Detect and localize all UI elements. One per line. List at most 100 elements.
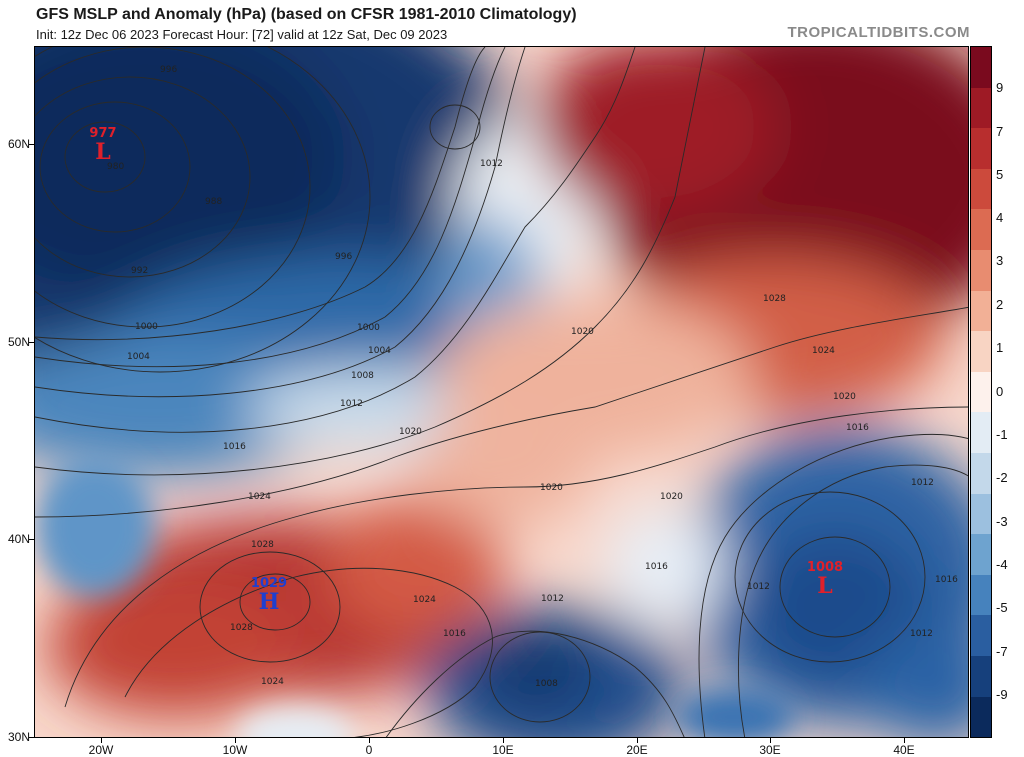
pressure-systems: 977 L 1029 H 1008 L (89, 126, 843, 615)
colorbar-label: 9 (996, 80, 1004, 95)
isobar-label: 1008 (351, 371, 374, 381)
colorbar-segment (971, 412, 991, 453)
colorbar-segment (971, 47, 991, 88)
isobar-label: 1024 (248, 492, 271, 502)
isobar-label: 988 (205, 197, 222, 207)
isobar-label: 1016 (443, 629, 466, 639)
low-pressure-value: 1008 (807, 560, 843, 575)
colorbar-label: 7 (996, 124, 1004, 139)
map-canvas: 996 980 988 992 996 1000 1000 1004 1004 … (35, 47, 968, 737)
low-pressure-marker: L (817, 573, 832, 599)
colorbar-segment (971, 371, 991, 413)
colorbar-segment (971, 534, 991, 575)
colorbar-label: -1 (996, 427, 1008, 442)
axis-tick (637, 738, 638, 743)
anomaly-field (35, 47, 968, 737)
high-pressure-marker: H (259, 589, 280, 615)
isobar-label: 996 (160, 65, 177, 75)
isobar-label: 1020 (571, 327, 594, 337)
isobar-label: 992 (131, 266, 148, 276)
axis-tick (101, 738, 102, 743)
lon-label-30e: 30E (759, 743, 781, 757)
axis-tick (29, 342, 34, 343)
isobar-label: 1012 (340, 399, 363, 409)
colorbar-segment (971, 696, 991, 738)
isobar-label: 996 (335, 252, 352, 262)
colorbar-segment (971, 615, 991, 656)
colorbar-label: -4 (996, 557, 1008, 572)
lon-label-10e: 10E (492, 743, 514, 757)
lon-label-40e: 40E (893, 743, 915, 757)
lat-label-50n: 50N (7, 335, 30, 349)
colorbar-label: 2 (996, 297, 1004, 312)
axis-tick (29, 144, 34, 145)
colorbar-segment (971, 290, 991, 332)
lat-label-60n: 60N (7, 137, 30, 151)
colorbar-segment (971, 331, 991, 372)
isobar-label: 1012 (480, 159, 503, 169)
colorbar-label: -3 (996, 514, 1008, 529)
low-pressure-value: 977 (89, 126, 116, 141)
lat-label-30n: 30N (7, 730, 30, 744)
isobar-label: 1020 (399, 427, 422, 437)
colorbar-label: 1 (996, 340, 1004, 355)
isobar-label: 1004 (127, 352, 150, 362)
colorbar-segment (971, 128, 991, 169)
isobar-label: 1012 (910, 629, 933, 639)
colorbar-segment (971, 452, 991, 494)
isobar-label: 1012 (911, 478, 934, 488)
colorbar-label: -5 (996, 600, 1008, 615)
colorbar-label: 3 (996, 253, 1004, 268)
isobar-label: 1016 (223, 442, 246, 452)
isobar-label: 1020 (833, 392, 856, 402)
lat-label-40n: 40N (7, 532, 30, 546)
isobar-label: 1016 (846, 423, 869, 433)
axis-tick (29, 539, 34, 540)
colorbar-segment (971, 574, 991, 616)
colorbar-segment (971, 249, 991, 291)
isobar-label: 1012 (747, 582, 770, 592)
colorbar-segment (971, 209, 991, 250)
colorbar-label: 5 (996, 167, 1004, 182)
map-panel: 996 980 988 992 996 1000 1000 1004 1004 … (34, 46, 969, 738)
axis-tick (770, 738, 771, 743)
colorbar-segment (971, 168, 991, 210)
isobar-label: 1024 (413, 595, 436, 605)
colorbar-label: 0 (996, 384, 1004, 399)
credit-watermark: TROPICALTIDBITS.COM (787, 24, 970, 41)
isobar-label: 1012 (541, 594, 564, 604)
isobar-label: 1024 (812, 346, 835, 356)
colorbar-label: -2 (996, 470, 1008, 485)
lon-label-10w: 10W (222, 743, 248, 757)
isobar-label: 1000 (135, 322, 158, 332)
axis-tick (904, 738, 905, 743)
lon-label-0: 0 (365, 743, 373, 757)
colorbar-label: 4 (996, 210, 1004, 225)
isobar-label: 1000 (357, 323, 380, 333)
isobar-label: 1020 (660, 492, 683, 502)
colorbar-label: -9 (996, 687, 1008, 702)
anomaly-colorbar (970, 46, 992, 738)
colorbar-segment (971, 493, 991, 535)
high-pressure-value: 1029 (251, 576, 287, 591)
isobar-label: 1024 (261, 677, 284, 687)
colorbar-label: -7 (996, 644, 1008, 659)
map-subtitle: Init: 12z Dec 06 2023 Forecast Hour: [72… (36, 27, 448, 42)
map-title: GFS MSLP and Anomaly (hPa) (based on CFS… (36, 6, 577, 23)
colorbar-segment (971, 655, 991, 697)
low-pressure-marker: L (95, 139, 110, 165)
axis-tick (29, 737, 34, 738)
isobar-label: 1008 (535, 679, 558, 689)
isobar-label: 1028 (251, 540, 274, 550)
isobar-label: 1028 (763, 294, 786, 304)
isobars (35, 47, 968, 737)
isobar-label: 1020 (540, 483, 563, 493)
lon-label-20w: 20W (88, 743, 114, 757)
isobar-label: 1004 (368, 346, 391, 356)
lon-label-20e: 20E (626, 743, 648, 757)
axis-tick (235, 738, 236, 743)
axis-tick (503, 738, 504, 743)
isobar-labels: 996 980 988 992 996 1000 1000 1004 1004 … (107, 65, 958, 689)
axis-tick (369, 738, 370, 743)
isobar-label: 1028 (230, 623, 253, 633)
